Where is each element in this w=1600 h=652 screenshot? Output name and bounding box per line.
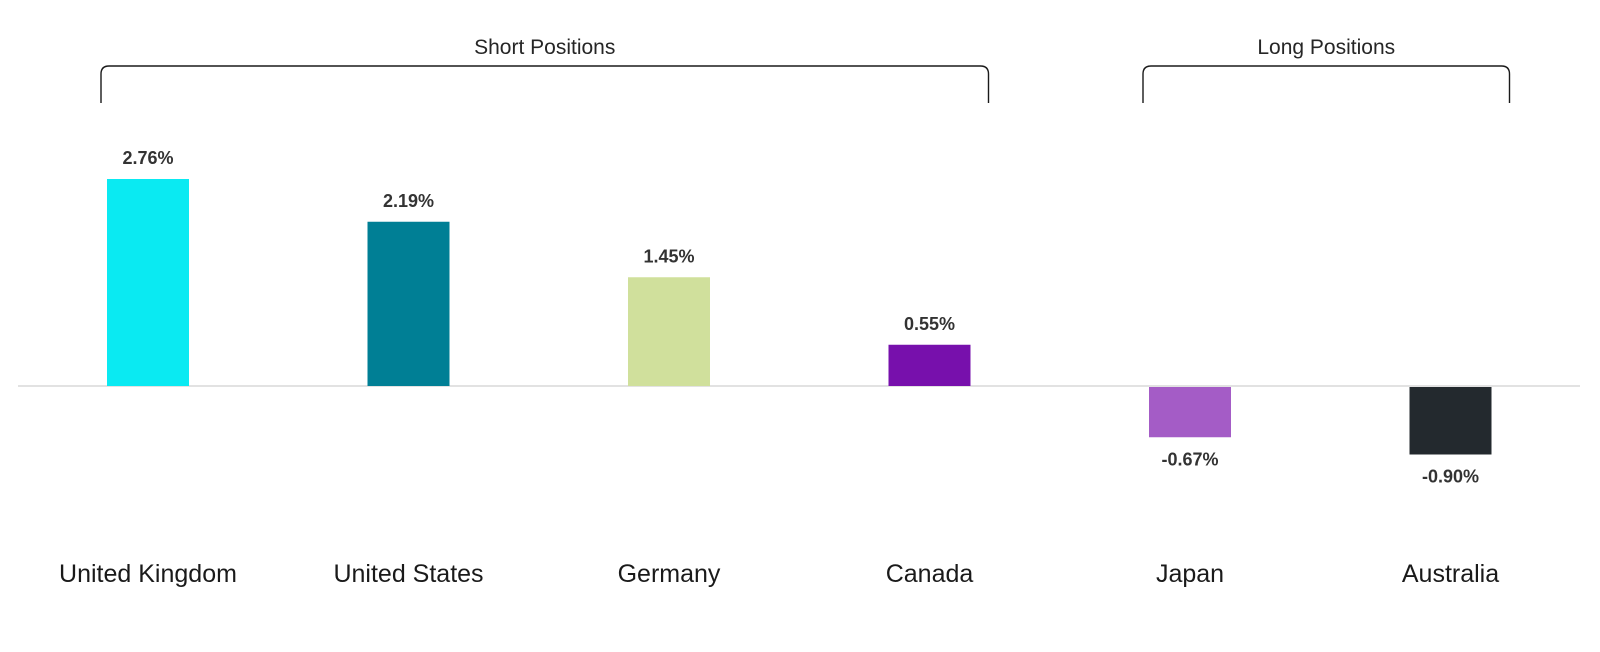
category-labels: United Kingdom United States Germany Canada…	[59, 560, 1499, 588]
value-label-united-kingdom: 2.76%	[122, 148, 173, 168]
value-label-united-states: 2.19%	[383, 191, 434, 211]
category-label-germany: Germany	[618, 560, 721, 588]
bar-united-states	[367, 221, 450, 386]
bar-japan	[1149, 387, 1231, 438]
category-label-canada: Canada	[886, 560, 974, 588]
group-bracket-short-positions	[100, 65, 990, 103]
bar-australia	[1409, 387, 1492, 455]
group-label-short-positions: Short Positions	[474, 36, 615, 59]
value-label-japan: -0.67%	[1161, 449, 1218, 469]
category-label-united-kingdom: United Kingdom	[59, 560, 237, 588]
group-label-long-positions: Long Positions	[1257, 36, 1395, 59]
group-bracket-long-positions	[1142, 65, 1511, 103]
value-label-germany: 1.45%	[643, 246, 694, 266]
group-brackets: Short Positions Long Positions	[100, 36, 1511, 103]
bar-germany	[628, 277, 710, 386]
category-label-united-states: United States	[333, 560, 483, 588]
category-label-australia: Australia	[1402, 560, 1499, 588]
bar-canada	[888, 344, 971, 386]
value-label-canada: 0.55%	[904, 314, 955, 334]
value-label-australia: -0.90%	[1422, 467, 1479, 487]
bars	[107, 179, 1492, 455]
bar-united-kingdom	[107, 179, 189, 386]
category-label-japan: Japan	[1156, 560, 1224, 588]
value-labels: 2.76% 2.19% 1.45% 0.55% -0.67% -0.90%	[122, 148, 1479, 487]
